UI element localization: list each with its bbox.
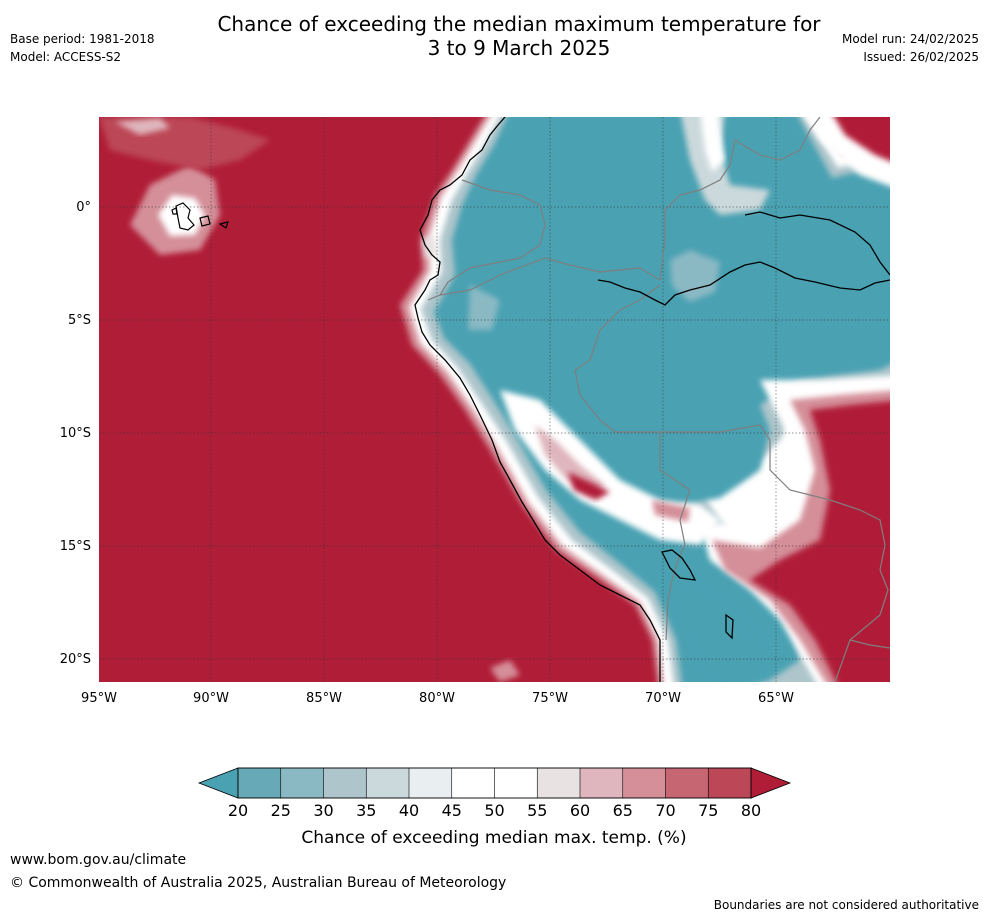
north-ridge-halo [681,117,770,215]
colorbar-segment [280,767,325,799]
colorbar-tick-label: 30 [313,801,333,820]
colorbar-extend-low [197,767,239,799]
graticule [99,117,890,682]
lat-label-5s: 5°S [68,313,91,328]
southern-andes-cool [672,578,770,680]
lon-label-75w: 75°W [532,691,568,706]
lon-label-85w: 85°W [306,691,342,706]
colorbar-label: Chance of exceeding median max. temp. (%… [301,828,686,848]
colorbar-tick-label: 65 [613,801,633,820]
border-colombia-ecuador [439,179,546,296]
lat-label-10s: 10°S [60,426,91,441]
border-chile-bolivia [665,559,679,641]
map-title: Chance of exceeding the median maximum t… [0,12,988,60]
country-borders [427,117,890,682]
ecuador-spot [422,235,438,258]
colorbar-tick-label: 35 [356,801,376,820]
border-ecuador-peru [427,257,661,301]
island-isabela [175,202,195,231]
footer-url[interactable]: www.bom.gov.au/climate [10,852,187,868]
model-run-date: Model run: 24/02/2025 [841,32,979,46]
header-left-meta: Base period: 1981-2018 Model: ACCESS-S2 [10,30,155,66]
colorbar-segment [323,767,368,799]
west-coast-patch [468,285,500,330]
border-colombia-venezuela [734,117,821,161]
colorbar-segment [408,767,453,799]
longitude-axis: 95°W 90°W 85°W 80°W 75°W 70°W 65°W [81,691,794,706]
border-bolivia-south [834,544,889,682]
colorbar-tick-label: 70 [655,801,675,820]
header-right-meta: Model run: 24/02/2025 Issued: 26/02/2025 [842,30,979,66]
border-bolivia-brazil [660,424,886,546]
colorbar-tick-label: 50 [484,801,504,820]
colorbar-segment [579,767,624,799]
map-title-line2: 3 to 9 March 2025 [427,36,611,60]
footer-copyright: © Commonwealth of Australia 2025, Austra… [10,875,507,891]
coastline-pacific [414,117,661,682]
andes-band-light [652,500,690,522]
colorbar-tick-label: 75 [698,801,718,820]
colorbar-segment [494,767,539,799]
colorbar-segment [365,767,410,799]
bolivia-warm-red [750,401,890,682]
issued-date: Issued: 26/02/2025 [863,50,979,64]
colorbar-tick-label: 55 [527,801,547,820]
lat-label-0: 0° [76,200,91,215]
colorbar-segment [536,767,581,799]
colorbar: 20 25 30 35 40 45 50 55 60 65 70 75 80 Chance of exc… [197,767,792,848]
colorbar-tick-label: 60 [570,801,590,820]
lon-label-80w: 80°W [419,691,455,706]
probability-field [99,117,890,682]
southwest-patch [490,660,520,682]
colorbar-outline [237,767,752,799]
lon-label-70w: 70°W [645,691,681,706]
colorbar-segment [665,767,710,799]
lon-label-90w: 90°W [193,691,229,706]
colorbar-tick-label: 25 [271,801,291,820]
border-colombia-brazil [659,139,736,281]
north-ridge-white [700,117,725,172]
colorbar-segment [451,767,496,799]
lat-label-20s: 20°S [60,652,91,667]
colorbar-tick-label: 80 [741,801,761,820]
coastline-rio-negro [744,211,890,276]
border-peru-brazil [574,284,691,491]
colorbar-tick-label: 45 [442,801,462,820]
northeast-warm [834,117,890,161]
coastline-lake-poopo [725,613,734,640]
galapagos-islands [171,202,229,231]
colorbar-segment [622,767,667,799]
map-title-line1: Chance of exceeding the median maximum t… [217,12,821,36]
latitude-axis: 0° 5°S 10°S 15°S 20°S [60,200,91,667]
lon-label-65w: 65°W [758,691,794,706]
andes-band-pink [535,425,605,495]
galapagos-plume-light [115,118,170,135]
colorbar-segments [237,767,752,799]
coastline-lake-titicaca [661,549,697,581]
base-period: Base period: 1981-2018 [10,32,155,46]
coastline-amazon-river [597,261,890,306]
island-santa-cruz [199,215,211,227]
island-fernandina [171,207,178,215]
colorbar-tick-label: 20 [228,801,248,820]
colorbar-tick-label: 40 [399,801,419,820]
colorbar-segment [237,767,282,799]
colorbar-segment [707,767,752,799]
andes-band-red [568,472,610,500]
model-name: Model: ACCESS-S2 [10,50,122,64]
border-peru-bolivia [677,489,691,561]
lat-label-15s: 15°S [60,539,91,554]
border-bolivia-paraguay [849,639,890,649]
island-san-cristobal [218,221,229,229]
colorbar-extend-high [750,767,792,799]
colorbar-ticks: 20 25 30 35 40 45 50 55 60 65 70 75 80 [228,801,761,820]
lon-label-95w: 95°W [81,691,117,706]
coastlines [414,117,890,682]
amazon-light-patch [670,250,720,302]
footer-disclaimer: Boundaries are not considered authoritat… [713,898,979,912]
